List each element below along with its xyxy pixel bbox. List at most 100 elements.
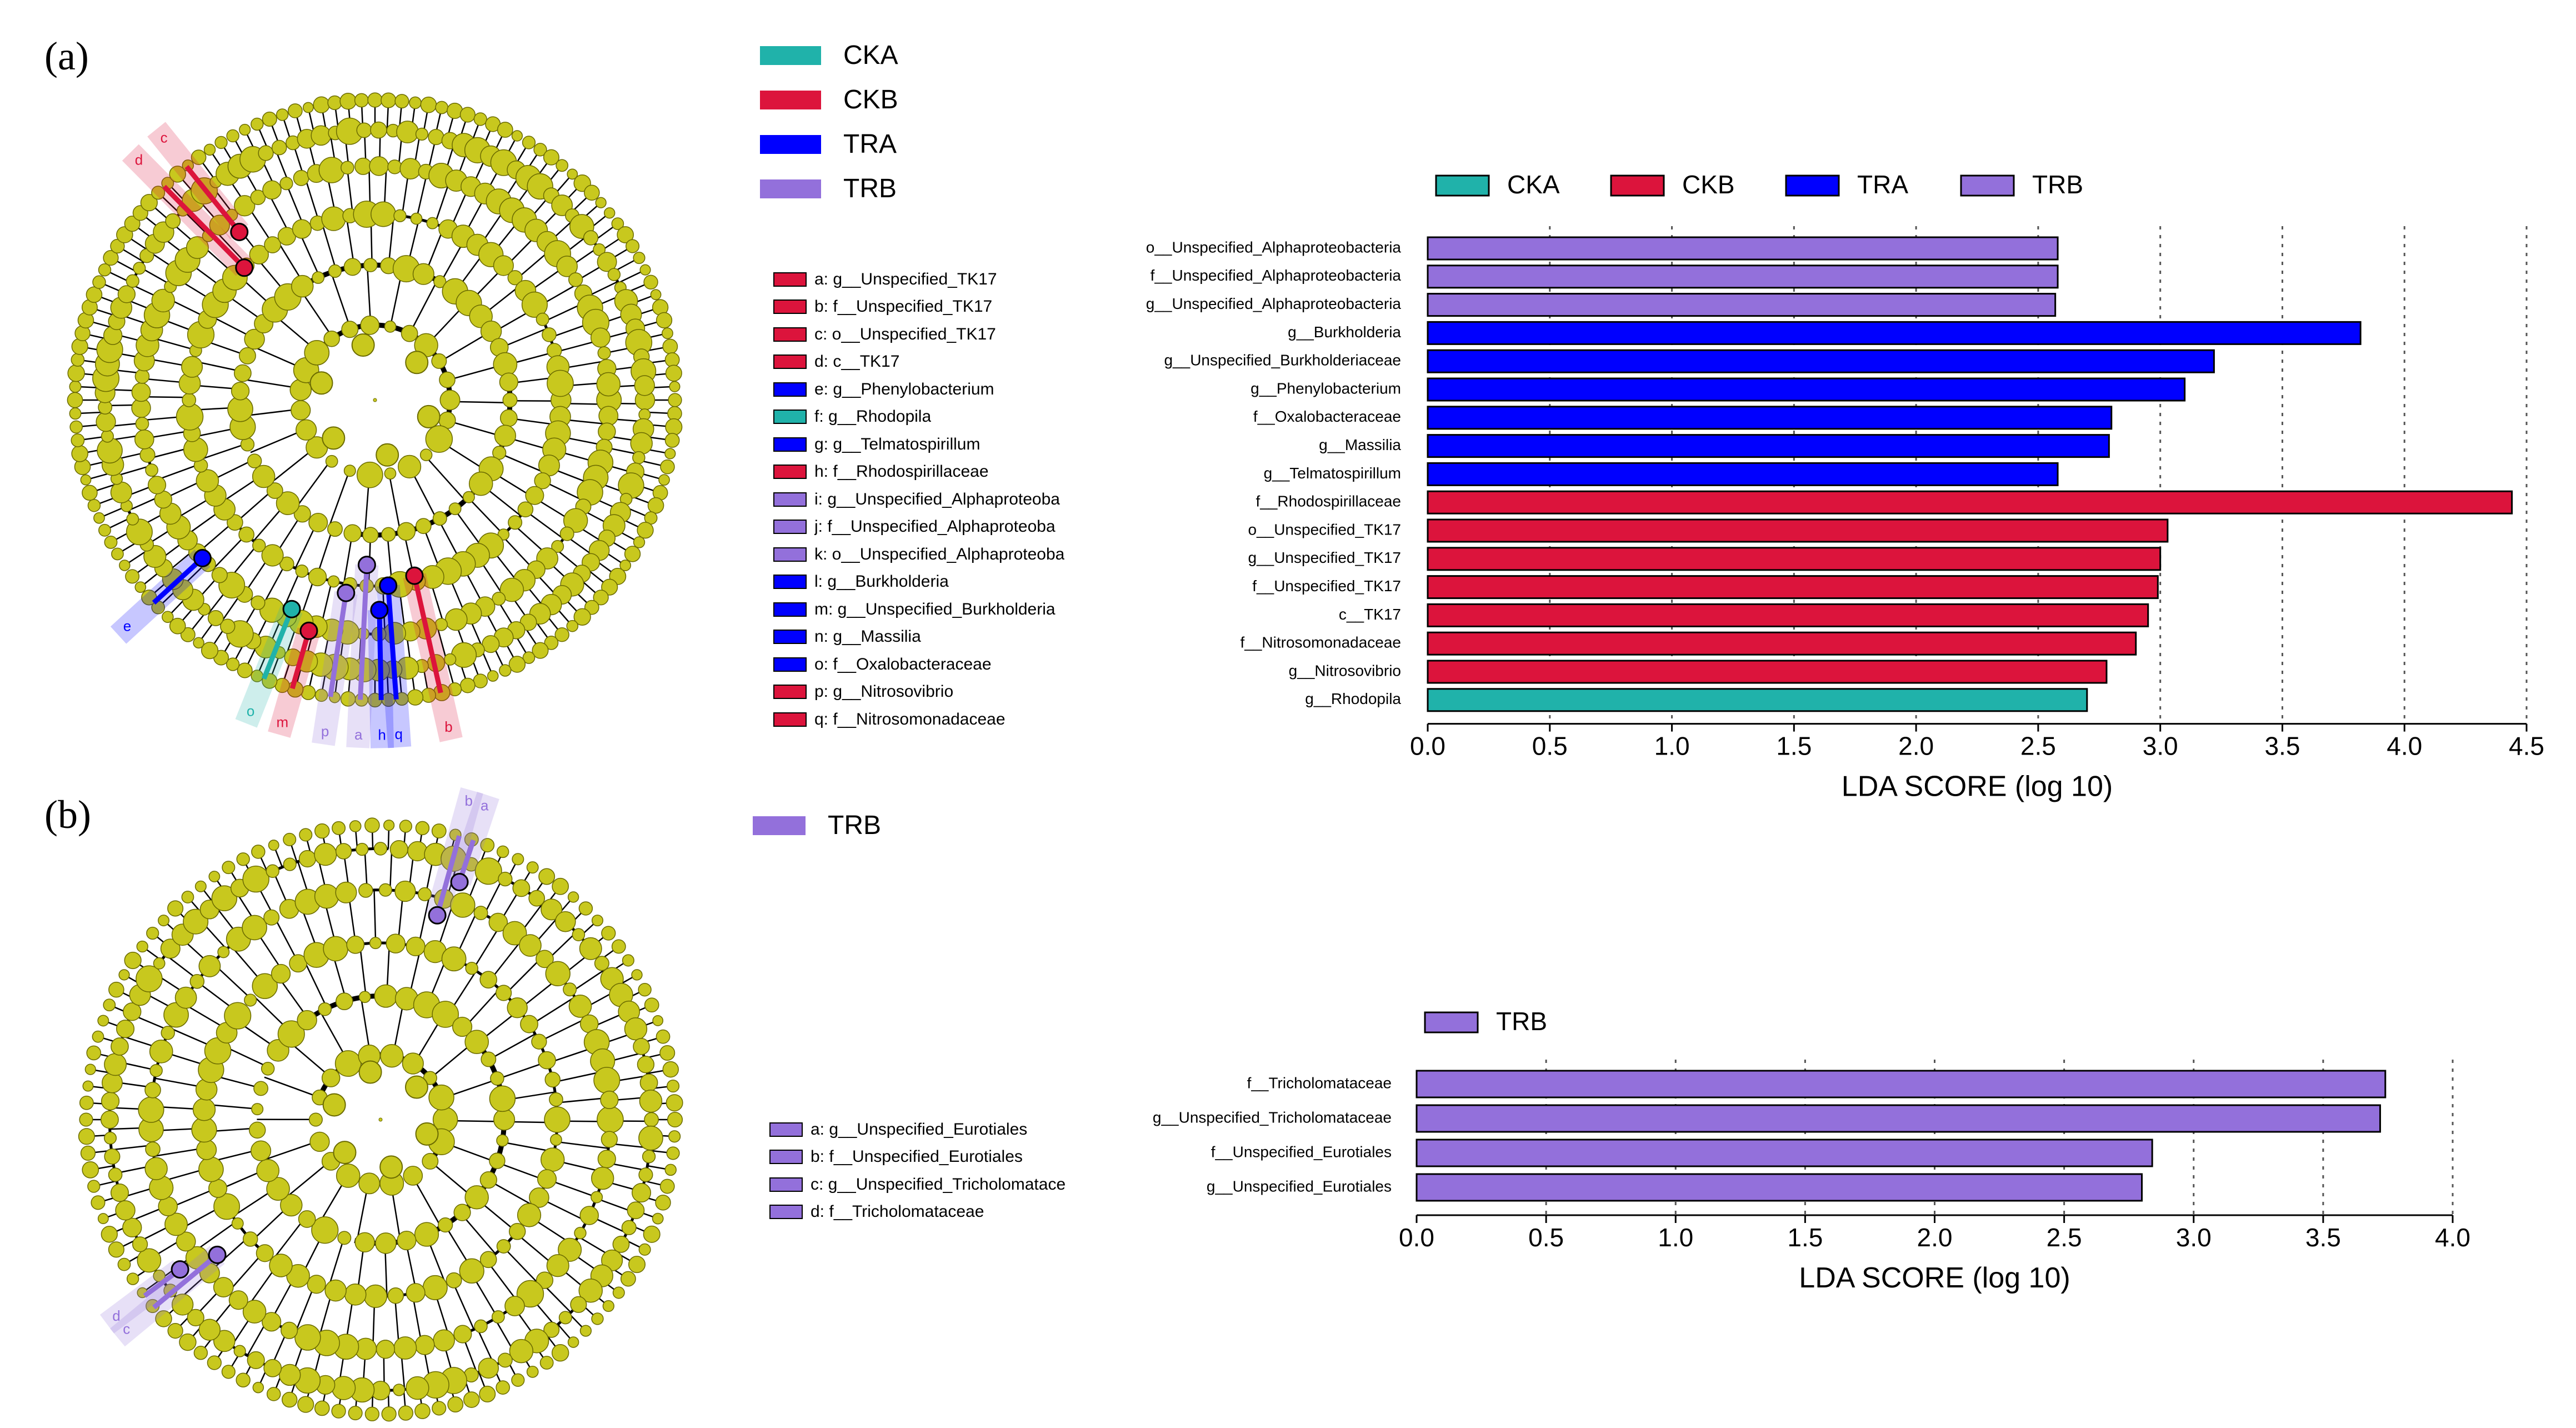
- clad-a-node: [536, 547, 559, 570]
- clad-a-node: [597, 359, 617, 378]
- clad-a-node: [490, 149, 517, 176]
- clad-a-node: [136, 333, 159, 357]
- clad-b-node: [493, 1109, 516, 1131]
- clad-b-node: [138, 1116, 164, 1142]
- chart-a-plot: o__Unspecified_Alphaproteobacteriaf__Uns…: [1146, 170, 2544, 802]
- clad-legend-b-label: c: g__Unspecified_Tricholomataceae: [811, 1175, 1066, 1194]
- clad-a-branch: [409, 279, 438, 334]
- clad-a-branch: [208, 584, 232, 613]
- chart-a-bar: [1427, 406, 2113, 430]
- clad-a-node: [226, 620, 254, 648]
- clad-a-branch: [422, 526, 442, 575]
- clad-a-branch: [182, 209, 209, 236]
- clad-b-branch: [441, 1079, 498, 1100]
- clad-a-node: [480, 145, 502, 167]
- clad-a-node: [191, 149, 207, 165]
- clad-b-branch: [300, 1230, 326, 1278]
- clad-a-branch: [434, 107, 443, 137]
- clad-b-branch: [384, 1243, 388, 1296]
- clad-a-node: [427, 654, 446, 672]
- clad-a-node: [212, 278, 237, 303]
- chart-a-bar: [1427, 293, 2057, 317]
- clad-b-branch: [253, 996, 293, 1034]
- clad-a-branch: [105, 404, 141, 407]
- clad-a-node: [132, 205, 148, 221]
- legend-a-tra-label: TRA: [843, 129, 897, 159]
- clad-legend-a-item: g: g__Telmatospirillum: [773, 431, 1064, 458]
- clad-a-node: [227, 153, 253, 179]
- clad-a-node: [139, 447, 156, 463]
- clad-b-node: [414, 1403, 431, 1419]
- clad-a-branch: [104, 269, 132, 284]
- clad-a-node: [329, 691, 341, 703]
- clad-a-branch: [98, 281, 127, 295]
- clad-a-node: [662, 327, 673, 339]
- clad-a-node: [590, 327, 611, 348]
- clad-a-node: [536, 231, 558, 253]
- clad-b-node: [489, 1152, 506, 1169]
- clad-b-node: [406, 936, 426, 956]
- clad-legend-a-item: b: f__Unspecified_TK17: [773, 293, 1064, 321]
- clad-b-node: [441, 946, 467, 972]
- clad-a-branch: [612, 257, 640, 273]
- clad-a-branch: [75, 386, 106, 389]
- clad-a-branch: [609, 402, 645, 405]
- clad-b-node: [167, 1322, 183, 1339]
- clad-b-node: [574, 1226, 587, 1240]
- clad-b-branch: [433, 831, 440, 855]
- legend-a-ckb: CKB: [760, 84, 898, 115]
- clad-a-node: [444, 653, 457, 666]
- clad-b-clade-label: b: [465, 792, 473, 809]
- clad-b-node: [266, 1387, 281, 1401]
- clad-a-branch: [565, 535, 596, 557]
- clad-b-branch: [412, 1293, 423, 1346]
- clad-b-node: [268, 840, 279, 851]
- clad-a-node: [478, 532, 504, 559]
- clad-a-branch: [561, 402, 609, 406]
- clad-a-node: [343, 524, 362, 542]
- clad-a-node: [632, 451, 646, 465]
- clad-a-node: [71, 353, 85, 367]
- clad-a-node: [441, 132, 459, 149]
- clad-b-node: [80, 1145, 96, 1161]
- clad-a-node: [201, 642, 219, 660]
- clad-a-node: [338, 657, 362, 681]
- clad-a-branch: [220, 142, 237, 169]
- clad-a-branch: [406, 632, 412, 668]
- clad-b-branch: [582, 988, 619, 1010]
- clad-b-branch: [209, 1297, 237, 1331]
- clad-a-branch: [492, 307, 537, 334]
- clad-a-node: [162, 611, 174, 623]
- clad-b-branch: [159, 1167, 211, 1183]
- clad-a-clade-branch: [328, 592, 349, 697]
- clad-a-branch: [255, 256, 289, 297]
- clad-b-branch: [152, 932, 172, 949]
- clad-a-branch: [334, 102, 340, 133]
- clad-b-node: [638, 1243, 651, 1256]
- clad-b-branch: [494, 1318, 517, 1355]
- clad-b-node: [656, 1029, 671, 1044]
- clad-b-branch: [103, 1210, 126, 1220]
- clad-b-node: [517, 1203, 542, 1227]
- clad-a-clade-label: a: [354, 726, 363, 743]
- chart-a-bar-label: g__Rhodopila: [1305, 690, 1401, 707]
- clad-b-branch: [426, 956, 448, 1006]
- chart-b-tick-label: 1.5: [1787, 1223, 1823, 1252]
- clad-b-node: [450, 892, 476, 918]
- clad-b-branch: [232, 1186, 278, 1217]
- clad-b-node: [642, 1150, 656, 1164]
- clad-a-node: [626, 239, 640, 253]
- clad-a-branch: [82, 459, 112, 468]
- clad-b-node: [496, 1134, 509, 1147]
- clad-a-node: [512, 207, 537, 233]
- clad-a-node: [292, 219, 312, 239]
- clad-a-branch: [467, 614, 483, 648]
- clad-a-node: [119, 560, 131, 571]
- clad-b-node: [136, 965, 163, 992]
- clad-b-branch: [247, 1263, 279, 1307]
- clad-b-node: [199, 900, 219, 920]
- clad-legend-a-swatch: [773, 685, 807, 700]
- clad-a-branch: [516, 247, 553, 280]
- clad-a-node: [601, 578, 618, 596]
- clad-b-node: [146, 926, 159, 940]
